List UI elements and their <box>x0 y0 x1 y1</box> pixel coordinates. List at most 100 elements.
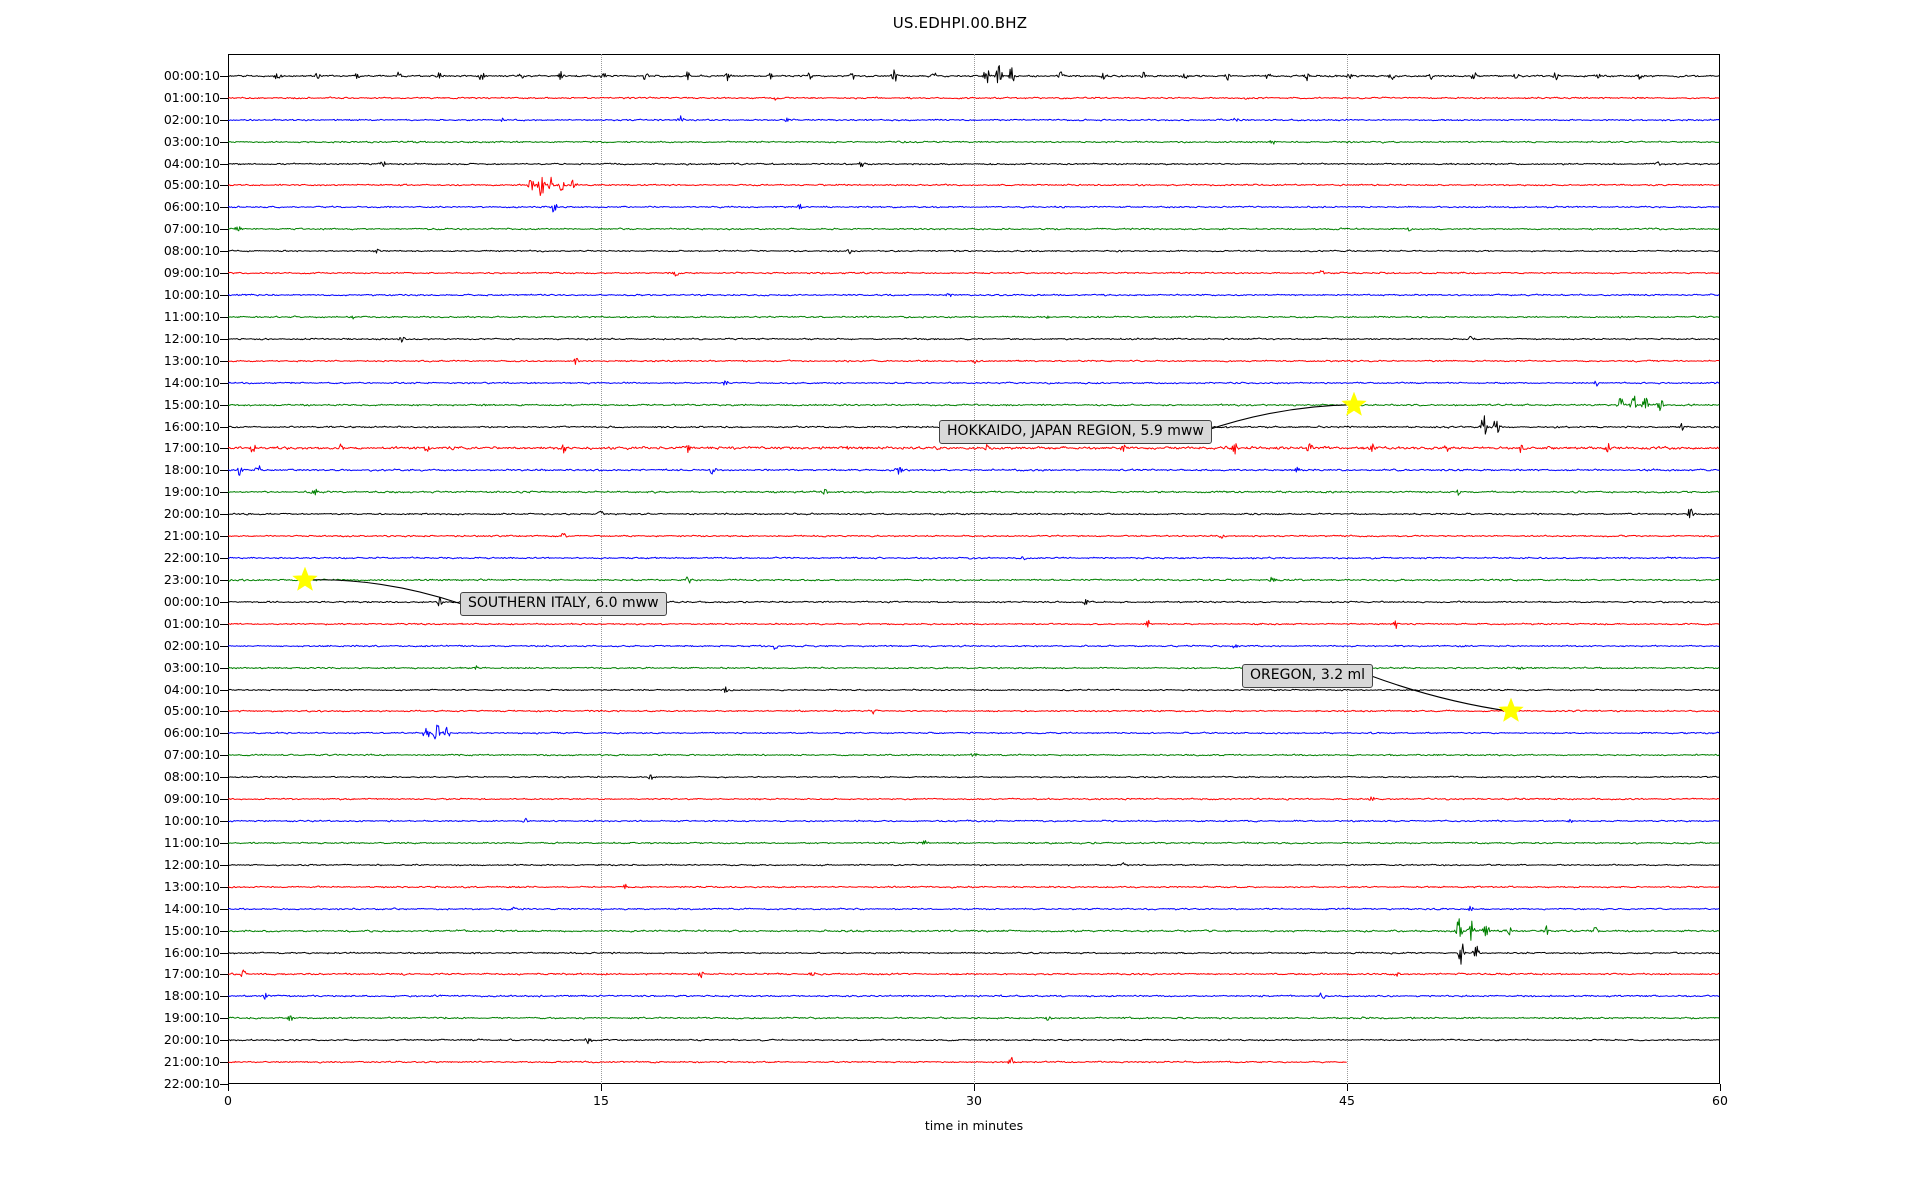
y-axis-tick-label: 14:00:10 <box>163 900 220 916</box>
y-axis-tick <box>220 908 228 910</box>
trace-row <box>228 973 1720 1019</box>
trace-row <box>228 54 1720 99</box>
y-axis-tick <box>220 75 228 77</box>
y-axis-tick <box>220 185 228 187</box>
trace-row <box>228 425 1720 471</box>
y-axis-tick-label: 05:00:10 <box>163 703 220 719</box>
y-axis-tick <box>220 295 228 297</box>
y-axis-tick-label: 13:00:10 <box>163 352 220 368</box>
y-axis-tick-label: 15:00:10 <box>163 922 220 938</box>
trace-row <box>228 864 1720 910</box>
y-axis-tick-label: 04:00:10 <box>163 681 220 697</box>
y-axis-tick-label: 16:00:10 <box>163 418 220 434</box>
y-axis-tick <box>220 777 228 779</box>
y-axis-tick-label: 21:00:10 <box>163 528 220 544</box>
trace-row <box>228 338 1720 384</box>
trace-row <box>228 469 1720 515</box>
trace-row <box>228 97 1720 143</box>
x-axis-tick <box>1347 1084 1348 1091</box>
trace-row <box>228 776 1720 822</box>
trace-row <box>228 557 1720 603</box>
y-axis-tick-label: 12:00:10 <box>163 330 220 346</box>
x-axis-tick-label: 30 <box>966 1093 982 1108</box>
grid-line <box>974 54 975 1084</box>
event-annotation-label: SOUTHERN ITALY, 6.0 mww <box>460 592 667 616</box>
plot-title: US.EDHPI.00.BHZ <box>892 14 1028 32</box>
y-axis-tick-label: 12:00:10 <box>163 856 220 872</box>
y-axis-tick-label: 03:00:10 <box>163 133 220 149</box>
y-axis-tick-label: 02:00:10 <box>163 111 220 127</box>
y-axis-tick-label: 05:00:10 <box>163 177 220 193</box>
y-axis-tick <box>220 1084 228 1085</box>
y-axis-tick <box>220 338 228 340</box>
y-axis-tick <box>220 316 228 318</box>
y-axis-tick-label: 11:00:10 <box>163 308 220 324</box>
trace-row <box>228 820 1720 866</box>
y-axis-tick <box>220 360 228 362</box>
y-axis-tick-label: 07:00:10 <box>163 747 220 763</box>
y-axis-tick-label: 15:00:10 <box>163 396 220 412</box>
trace-row <box>228 1039 1720 1084</box>
trace-row <box>228 732 1720 778</box>
x-axis-tick-label: 15 <box>593 1093 609 1108</box>
trace-row <box>228 754 1720 800</box>
trace-row <box>228 1017 1720 1063</box>
y-axis-tick-label: 18:00:10 <box>163 462 220 478</box>
y-axis-tick <box>220 163 228 165</box>
y-axis-tick-label: 07:00:10 <box>163 221 220 237</box>
y-axis-tick <box>220 996 228 998</box>
y-axis-tick-label: 04:00:10 <box>163 155 220 171</box>
trace-row <box>228 75 1720 121</box>
y-axis-tick-label: 19:00:10 <box>163 484 220 500</box>
y-axis-tick-label: 08:00:10 <box>163 769 220 785</box>
trace-row <box>228 250 1720 296</box>
y-axis-tick-label: 17:00:10 <box>163 966 220 982</box>
trace-row <box>228 601 1720 647</box>
plot-area <box>228 54 1720 1084</box>
y-axis-tick <box>220 930 228 932</box>
y-axis-tick <box>220 207 228 209</box>
y-axis-tick <box>220 448 228 450</box>
y-axis-tick-label: 14:00:10 <box>163 374 220 390</box>
trace-row <box>228 206 1720 252</box>
trace-row <box>228 360 1720 406</box>
y-axis-tick <box>220 864 228 866</box>
y-axis-tick-label: 03:00:10 <box>163 659 220 675</box>
y-axis-tick-label: 10:00:10 <box>163 287 220 303</box>
trace-row <box>228 710 1720 756</box>
y-axis-tick <box>220 141 228 143</box>
y-axis-tick <box>220 886 228 888</box>
y-axis-tick-label: 21:00:10 <box>163 1054 220 1070</box>
trace-row <box>228 162 1720 208</box>
y-axis-tick <box>220 558 228 560</box>
trace-row <box>228 447 1720 493</box>
event-annotation-label: HOKKAIDO, JAPAN REGION, 5.9 mww <box>939 420 1212 444</box>
y-axis-tick <box>220 229 228 231</box>
trace-row <box>228 184 1720 230</box>
x-axis-tick <box>228 1084 229 1091</box>
y-axis-tick <box>220 119 228 121</box>
y-axis-tick-label: 01:00:10 <box>163 89 220 105</box>
trace-row <box>228 623 1720 669</box>
y-axis-tick <box>220 514 228 516</box>
x-axis-tick-label: 0 <box>224 1093 232 1108</box>
trace-row <box>228 141 1720 187</box>
y-axis-tick-label: 06:00:10 <box>163 725 220 741</box>
y-axis-tick-label: 09:00:10 <box>163 265 220 281</box>
y-axis-tick <box>220 536 228 538</box>
y-axis-tick <box>220 251 228 253</box>
trace-row <box>228 228 1720 274</box>
waveform-traces <box>228 54 1720 1084</box>
event-star-icon <box>292 566 318 593</box>
y-axis-tick <box>220 404 228 406</box>
y-axis-tick <box>220 579 228 581</box>
y-axis-tick <box>220 273 228 275</box>
y-axis-tick <box>220 842 228 844</box>
trace-row <box>228 908 1720 954</box>
y-axis-tick-label: 08:00:10 <box>163 243 220 259</box>
y-axis-tick <box>220 470 228 472</box>
y-axis-tick <box>220 821 228 823</box>
y-axis-tick <box>220 1062 228 1064</box>
trace-row <box>228 951 1720 997</box>
